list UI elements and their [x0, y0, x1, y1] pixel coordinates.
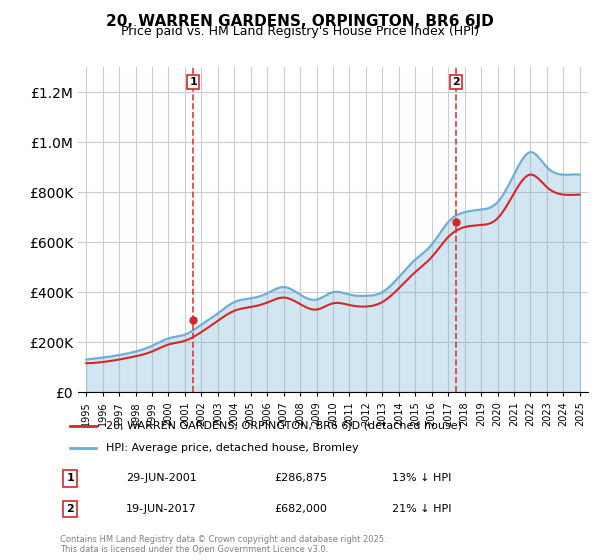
Text: 1: 1 — [189, 77, 197, 87]
Text: 2: 2 — [67, 504, 74, 514]
Text: £682,000: £682,000 — [274, 504, 327, 514]
Text: 19-JUN-2017: 19-JUN-2017 — [127, 504, 197, 514]
Text: 20, WARREN GARDENS, ORPINGTON, BR6 6JD (detached house): 20, WARREN GARDENS, ORPINGTON, BR6 6JD (… — [106, 421, 462, 431]
Text: 13% ↓ HPI: 13% ↓ HPI — [392, 473, 451, 483]
Text: Price paid vs. HM Land Registry's House Price Index (HPI): Price paid vs. HM Land Registry's House … — [121, 25, 479, 38]
Text: 1: 1 — [67, 473, 74, 483]
Text: Contains HM Land Registry data © Crown copyright and database right 2025.
This d: Contains HM Land Registry data © Crown c… — [60, 535, 386, 554]
Text: £286,875: £286,875 — [274, 473, 328, 483]
Text: 21% ↓ HPI: 21% ↓ HPI — [392, 504, 451, 514]
Text: HPI: Average price, detached house, Bromley: HPI: Average price, detached house, Brom… — [106, 443, 359, 453]
Text: 29-JUN-2001: 29-JUN-2001 — [127, 473, 197, 483]
Text: 20, WARREN GARDENS, ORPINGTON, BR6 6JD: 20, WARREN GARDENS, ORPINGTON, BR6 6JD — [106, 14, 494, 29]
Text: 2: 2 — [452, 77, 460, 87]
